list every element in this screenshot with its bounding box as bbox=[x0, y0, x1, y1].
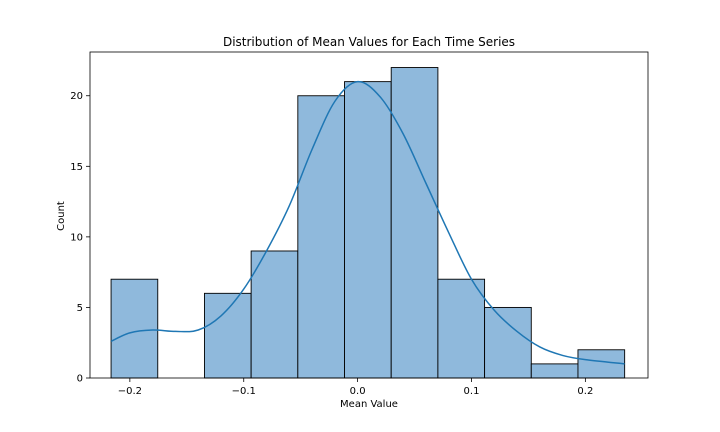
chart-title: Distribution of Mean Values for Each Tim… bbox=[223, 35, 515, 49]
x-tick-label: 0.2 bbox=[577, 386, 593, 397]
histogram-bar bbox=[577, 349, 626, 379]
histogram-bar bbox=[297, 95, 345, 379]
histogram-bar bbox=[437, 278, 486, 379]
y-axis-ticks: 0 5 10 15 20 bbox=[70, 91, 90, 385]
histogram-bar bbox=[344, 81, 392, 379]
y-tick-label: 5 bbox=[77, 303, 83, 314]
y-tick-label: 15 bbox=[70, 162, 83, 173]
histogram-bar bbox=[110, 278, 159, 379]
x-tick-label: −0.1 bbox=[232, 386, 256, 397]
histogram-bar bbox=[484, 306, 532, 379]
histogram-bar bbox=[530, 363, 579, 379]
x-tick-label: −0.2 bbox=[118, 386, 142, 397]
x-axis-label: Mean Value bbox=[340, 399, 398, 410]
histogram-bar bbox=[203, 292, 252, 379]
x-tick-label: 0.0 bbox=[350, 386, 366, 397]
y-tick-label: 20 bbox=[70, 91, 83, 102]
kde-curve bbox=[110, 80, 625, 365]
y-tick-label: 0 bbox=[77, 374, 83, 385]
x-tick-label: 0.1 bbox=[464, 386, 480, 397]
x-axis-ticks: −0.2 −0.1 0.0 0.1 0.2 bbox=[118, 378, 593, 397]
plot-frame bbox=[89, 51, 649, 379]
histogram-bar bbox=[390, 67, 439, 379]
histogram-bars bbox=[110, 67, 626, 379]
y-axis-label: Count bbox=[56, 201, 67, 231]
histogram-bar bbox=[250, 250, 299, 379]
y-tick-label: 10 bbox=[70, 232, 83, 243]
